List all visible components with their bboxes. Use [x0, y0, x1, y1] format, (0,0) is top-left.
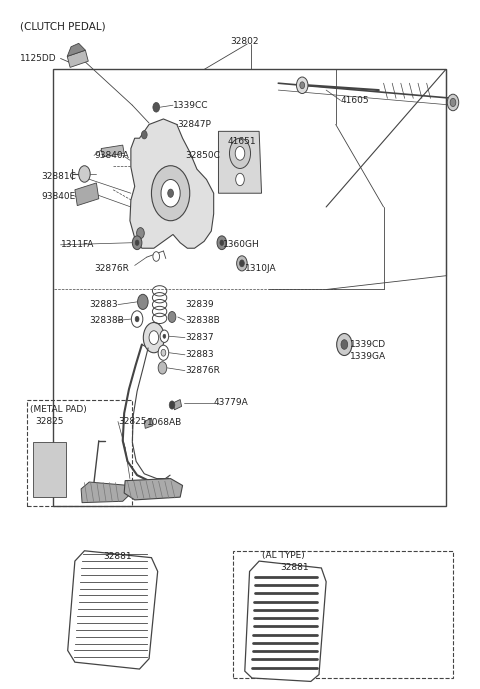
Text: (METAL PAD): (METAL PAD)	[30, 404, 87, 413]
Text: 32881: 32881	[281, 564, 309, 573]
Polygon shape	[67, 43, 85, 56]
Circle shape	[450, 99, 456, 107]
Circle shape	[300, 82, 305, 89]
Circle shape	[229, 138, 251, 169]
Circle shape	[447, 94, 459, 111]
Text: 1339GA: 1339GA	[350, 352, 386, 361]
Circle shape	[138, 294, 148, 309]
Bar	[233, 551, 453, 678]
Text: 32881C: 32881C	[41, 172, 76, 181]
Text: 32838B: 32838B	[185, 316, 220, 325]
Circle shape	[240, 260, 244, 267]
Circle shape	[135, 316, 139, 322]
Polygon shape	[75, 183, 99, 205]
Polygon shape	[124, 479, 182, 500]
Circle shape	[144, 322, 164, 353]
Text: 32825: 32825	[36, 417, 64, 426]
Circle shape	[142, 131, 147, 139]
Circle shape	[132, 236, 142, 249]
Circle shape	[135, 240, 139, 245]
Circle shape	[161, 349, 166, 356]
Text: 1310JA: 1310JA	[245, 265, 276, 274]
Circle shape	[132, 311, 143, 327]
Polygon shape	[67, 50, 88, 68]
Polygon shape	[68, 551, 157, 669]
Text: 1125DD: 1125DD	[20, 54, 57, 63]
Circle shape	[149, 331, 158, 344]
Text: 32876R: 32876R	[185, 366, 220, 375]
Text: 32850C: 32850C	[185, 151, 220, 160]
Text: 32847P: 32847P	[178, 120, 212, 129]
Polygon shape	[101, 145, 124, 157]
Circle shape	[168, 311, 176, 322]
Bar	[27, 400, 132, 506]
Circle shape	[217, 236, 227, 249]
Circle shape	[297, 77, 308, 94]
Text: 41605: 41605	[340, 96, 369, 105]
Circle shape	[163, 334, 166, 338]
Circle shape	[152, 166, 190, 220]
Text: 32838B: 32838B	[89, 316, 124, 325]
Circle shape	[169, 401, 175, 409]
Circle shape	[235, 147, 245, 161]
Text: 32802: 32802	[230, 37, 259, 46]
Circle shape	[161, 179, 180, 207]
Polygon shape	[130, 119, 214, 248]
Polygon shape	[218, 132, 262, 193]
Text: 1068AB: 1068AB	[147, 418, 182, 427]
Text: 1339CC: 1339CC	[173, 101, 208, 110]
Circle shape	[158, 345, 168, 360]
Text: 1311FA: 1311FA	[60, 240, 94, 249]
Circle shape	[220, 240, 224, 245]
Polygon shape	[144, 418, 153, 429]
Text: 1360GH: 1360GH	[223, 240, 260, 249]
Circle shape	[168, 189, 173, 197]
Circle shape	[158, 362, 167, 374]
Circle shape	[137, 227, 144, 238]
Text: 32876R: 32876R	[94, 265, 129, 274]
Text: 32883: 32883	[89, 300, 118, 309]
Circle shape	[153, 103, 159, 112]
Text: (CLUTCH PEDAL): (CLUTCH PEDAL)	[20, 21, 106, 31]
Text: 1339CD: 1339CD	[350, 340, 386, 349]
Polygon shape	[81, 482, 130, 503]
Text: 32883: 32883	[185, 350, 214, 360]
Circle shape	[236, 174, 244, 185]
Polygon shape	[173, 400, 181, 410]
Text: 32825: 32825	[118, 417, 146, 426]
Circle shape	[237, 256, 247, 271]
Circle shape	[153, 251, 159, 261]
Text: 41651: 41651	[228, 137, 257, 146]
Bar	[53, 70, 446, 506]
Circle shape	[341, 340, 348, 349]
Circle shape	[160, 330, 168, 342]
Polygon shape	[33, 442, 66, 497]
Text: 32837: 32837	[185, 333, 214, 342]
Text: 93840E: 93840E	[41, 192, 76, 201]
Text: 43779A: 43779A	[214, 398, 249, 407]
Text: (AL TYPE): (AL TYPE)	[262, 551, 304, 560]
Circle shape	[79, 166, 90, 182]
Text: 32881: 32881	[104, 552, 132, 561]
Text: 93840A: 93840A	[94, 151, 129, 160]
Text: 32839: 32839	[185, 300, 214, 309]
Circle shape	[336, 333, 352, 356]
Polygon shape	[245, 561, 326, 681]
